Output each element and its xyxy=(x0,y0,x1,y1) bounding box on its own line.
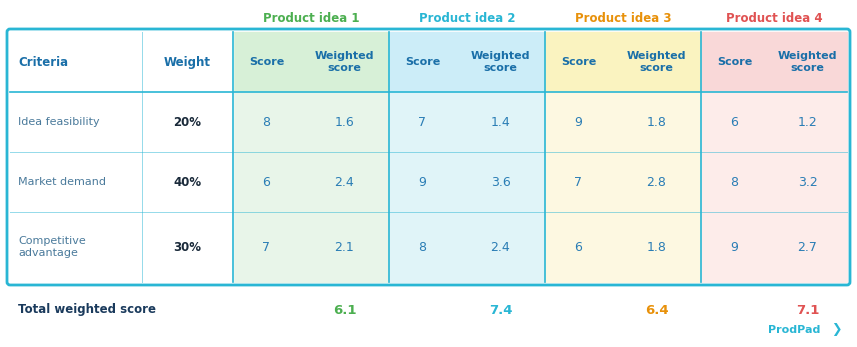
Text: 7: 7 xyxy=(418,116,427,128)
Text: Score: Score xyxy=(405,57,440,67)
Text: 1.8: 1.8 xyxy=(646,240,667,254)
Bar xyxy=(233,32,389,92)
Text: Market demand: Market demand xyxy=(18,177,106,187)
Text: 6: 6 xyxy=(262,176,271,188)
Text: 9: 9 xyxy=(418,176,427,188)
Bar xyxy=(701,32,847,92)
Text: 7: 7 xyxy=(262,240,271,254)
Text: 8: 8 xyxy=(418,240,427,254)
Text: 6.4: 6.4 xyxy=(644,304,668,316)
Text: 6: 6 xyxy=(730,116,739,128)
Text: 2.7: 2.7 xyxy=(798,240,818,254)
Text: Idea feasibility: Idea feasibility xyxy=(18,117,99,127)
Text: 2.8: 2.8 xyxy=(646,176,667,188)
Text: 30%: 30% xyxy=(173,240,201,254)
Text: ProdPad: ProdPad xyxy=(768,325,820,335)
Text: 1.6: 1.6 xyxy=(334,116,355,128)
Text: 1.8: 1.8 xyxy=(646,116,667,128)
Text: 7.1: 7.1 xyxy=(796,304,819,316)
Text: Score: Score xyxy=(560,57,596,67)
Text: 6: 6 xyxy=(574,240,583,254)
Text: 3.2: 3.2 xyxy=(798,176,818,188)
Bar xyxy=(545,32,701,92)
Text: Competitive
advantage: Competitive advantage xyxy=(18,236,86,258)
Text: 7.4: 7.4 xyxy=(488,304,512,316)
Text: 7: 7 xyxy=(574,176,583,188)
Text: ❯: ❯ xyxy=(830,323,842,337)
Text: 9: 9 xyxy=(574,116,583,128)
Text: Criteria: Criteria xyxy=(18,56,68,68)
Text: 20%: 20% xyxy=(173,116,201,128)
Text: 1.4: 1.4 xyxy=(490,116,511,128)
Text: 9: 9 xyxy=(730,240,739,254)
Text: Product idea 1: Product idea 1 xyxy=(263,11,359,25)
Bar xyxy=(545,92,701,282)
Bar xyxy=(701,92,847,282)
Bar xyxy=(389,32,545,92)
Text: Weighted
score: Weighted score xyxy=(470,51,530,73)
Text: Product idea 2: Product idea 2 xyxy=(419,11,515,25)
Text: Total weighted score: Total weighted score xyxy=(18,304,156,316)
Text: 3.6: 3.6 xyxy=(490,176,511,188)
Text: 6.1: 6.1 xyxy=(333,304,357,316)
Text: Weighted
score: Weighted score xyxy=(626,51,686,73)
Text: 2.1: 2.1 xyxy=(334,240,355,254)
Text: 2.4: 2.4 xyxy=(490,240,511,254)
Text: Product idea 4: Product idea 4 xyxy=(726,11,823,25)
Text: 8: 8 xyxy=(262,116,271,128)
Text: Score: Score xyxy=(716,57,752,67)
Bar xyxy=(389,92,545,282)
Text: 40%: 40% xyxy=(173,176,201,188)
Bar xyxy=(233,92,389,282)
Text: Weighted
score: Weighted score xyxy=(315,51,375,73)
Text: Score: Score xyxy=(249,57,285,67)
Text: 1.2: 1.2 xyxy=(798,116,818,128)
Bar xyxy=(10,32,233,282)
Text: Weight: Weight xyxy=(164,56,211,68)
Text: Product idea 3: Product idea 3 xyxy=(575,11,671,25)
Text: 2.4: 2.4 xyxy=(334,176,355,188)
Text: 8: 8 xyxy=(730,176,739,188)
Text: Weighted
score: Weighted score xyxy=(778,51,837,73)
